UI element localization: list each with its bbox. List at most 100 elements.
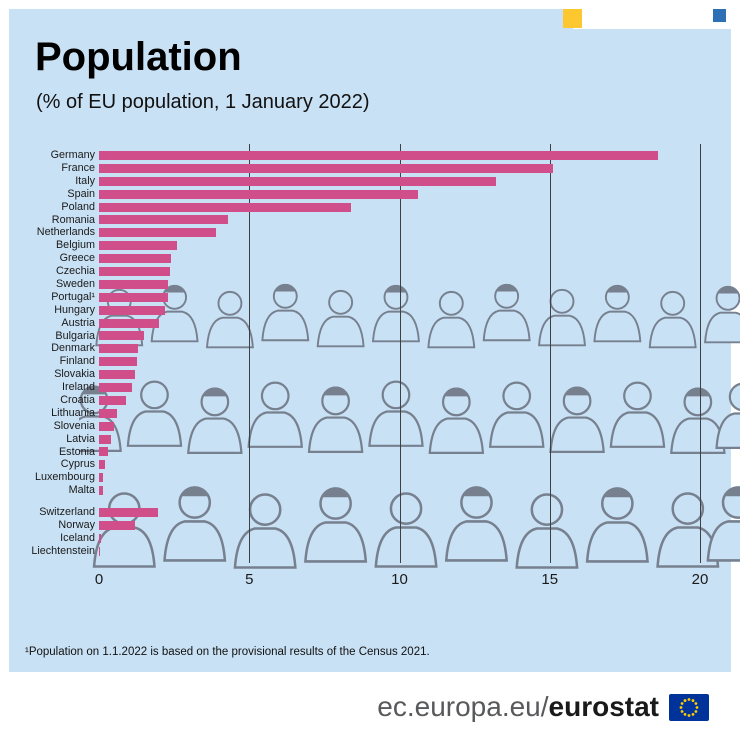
bar-track <box>99 473 700 483</box>
bar-track <box>99 331 700 341</box>
population-bar <box>99 292 169 302</box>
population-bar <box>99 150 658 160</box>
blue-square-accent <box>713 9 726 22</box>
bar-track <box>99 150 700 160</box>
bar-track <box>99 357 700 367</box>
chart-row: Croatia <box>25 394 700 407</box>
population-bar <box>99 533 102 543</box>
population-bar <box>99 254 172 264</box>
bar-track <box>99 228 700 238</box>
chart-row: Denmark <box>25 342 700 355</box>
chart-row: Malta <box>25 484 700 497</box>
chart-row: Slovenia <box>25 420 700 433</box>
corner-brand-motif <box>563 9 731 29</box>
country-label: Netherlands <box>36 226 95 239</box>
population-bar <box>99 434 112 444</box>
chart-row: Norway <box>25 519 700 532</box>
chart-row: Belgium <box>25 239 700 252</box>
chart-row: Liechtenstein <box>25 545 700 558</box>
x-tick-label: 20 <box>691 571 709 588</box>
population-bar <box>99 202 352 212</box>
country-label: Finland <box>59 355 95 368</box>
x-tick-label: 0 <box>94 571 104 588</box>
country-label: Malta <box>68 484 95 497</box>
bar-track <box>99 546 700 556</box>
country-label: Bulgaria <box>55 329 95 342</box>
chart-row: Romania <box>25 213 700 226</box>
bar-track <box>99 305 700 315</box>
chart-row: Greece <box>25 252 700 265</box>
population-bar <box>99 163 553 173</box>
page-title: Population <box>35 35 242 79</box>
bar-track <box>99 241 700 251</box>
population-bar <box>99 279 169 289</box>
population-bar <box>99 408 118 418</box>
population-bar <box>99 344 139 354</box>
bar-track <box>99 254 700 264</box>
gridline <box>549 144 551 563</box>
footer: ec.europa.eu/eurostat <box>9 674 731 740</box>
gridline <box>700 144 701 563</box>
chart-row: Lithuania <box>25 407 700 420</box>
country-label: Belgium <box>55 239 95 252</box>
bar-track <box>99 520 700 530</box>
population-bar <box>99 241 178 251</box>
chart-row: Hungary <box>25 304 700 317</box>
chart-row: Czechia <box>25 265 700 278</box>
population-bar <box>99 520 136 530</box>
country-label: Norway <box>58 518 95 531</box>
chart-row: Spain <box>25 188 700 201</box>
country-label: Latvia <box>66 432 95 445</box>
country-label: Germany <box>50 149 95 162</box>
population-bar-chart: Germany France Italy Spain Poland Romania Neth… <box>25 144 708 589</box>
x-tick-label: 15 <box>541 571 559 588</box>
population-bar <box>99 486 103 496</box>
chart-row: Bulgaria <box>25 329 700 342</box>
population-bar <box>99 228 217 238</box>
chart-row: Iceland <box>25 532 700 545</box>
country-label: Austria <box>61 316 95 329</box>
footer-brand: eurostat <box>548 691 659 722</box>
population-bar <box>99 395 127 405</box>
yellow-square-accent <box>563 9 582 28</box>
efta-country-rows: Switzerland Norway Iceland Liechtenstein <box>25 506 700 558</box>
bar-track <box>99 344 700 354</box>
population-bar <box>99 189 418 199</box>
country-label: Poland <box>61 200 95 213</box>
bar-track <box>99 421 700 431</box>
eu-flag-icon <box>669 693 709 721</box>
country-label: Ireland <box>61 381 95 394</box>
country-label: Portugal¹ <box>51 290 95 303</box>
chart-row: Luxembourg <box>25 471 700 484</box>
bar-track <box>99 460 700 470</box>
country-label: Estonia <box>58 445 95 458</box>
chart-subtitle: (% of EU population, 1 January 2022) <box>36 91 370 113</box>
bar-track <box>99 163 700 173</box>
bar-track <box>99 434 700 444</box>
chart-row: Finland <box>25 355 700 368</box>
gridline <box>249 144 251 563</box>
bar-track <box>99 507 700 517</box>
population-bar <box>99 305 166 315</box>
population-bar <box>99 318 160 328</box>
country-label: Slovenia <box>53 419 95 432</box>
country-label: Sweden <box>55 277 95 290</box>
country-label: Denmark <box>51 342 95 355</box>
chart-row: Austria <box>25 317 700 330</box>
x-tick-label: 10 <box>391 571 408 588</box>
country-label: Liechtenstein <box>31 544 95 557</box>
country-label: France <box>61 161 95 174</box>
population-bar <box>99 447 108 457</box>
bar-track <box>99 266 700 276</box>
population-bar <box>99 176 496 186</box>
chart-row: Switzerland <box>25 506 700 519</box>
population-bar <box>99 460 105 470</box>
population-bar <box>99 370 136 380</box>
country-label: Spain <box>67 187 95 200</box>
bar-track <box>99 189 700 199</box>
population-bar <box>99 507 158 517</box>
bar-track <box>99 395 700 405</box>
bar-track <box>99 215 700 225</box>
eu-country-rows: Germany France Italy Spain Poland Romania Neth… <box>25 149 700 497</box>
